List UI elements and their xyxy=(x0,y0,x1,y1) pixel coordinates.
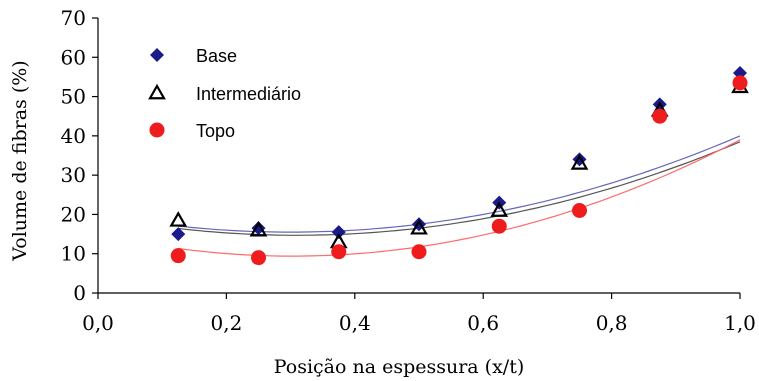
legend-entry-label: Intermediário xyxy=(196,84,301,104)
data-point xyxy=(171,227,186,242)
x-axis-label: Posição na espessura (x/t) xyxy=(274,356,525,378)
x-tick-label: 0,8 xyxy=(596,311,628,335)
data-point xyxy=(411,244,427,260)
data-point xyxy=(148,83,166,100)
y-tick-label: 10 xyxy=(61,242,86,266)
data-point xyxy=(149,122,165,138)
data-point xyxy=(249,220,268,237)
data-point xyxy=(251,250,266,266)
x-tick-label: 0,4 xyxy=(339,311,371,335)
legend-entry-label: Topo xyxy=(196,121,235,141)
data-point xyxy=(251,221,266,236)
x-tick-label: 0,0 xyxy=(82,311,114,335)
y-tick-label: 30 xyxy=(61,163,86,187)
axes: 0 10 20 30 40 50 60 70 0,0 0,2 0,4 0,6 0,8 1,0 xyxy=(61,6,756,335)
data-point xyxy=(410,218,428,235)
trendline xyxy=(178,141,741,236)
data-point xyxy=(331,244,347,260)
data-point xyxy=(490,201,509,217)
legend-entry-label: Base xyxy=(196,46,237,66)
x-tick-label: 0,6 xyxy=(467,311,499,335)
legend: Base Intermediário Topo xyxy=(148,46,301,141)
x-tick-label: 1,0 xyxy=(724,311,756,335)
y-tick-label: 0 xyxy=(73,281,86,305)
data-point xyxy=(570,154,589,170)
data-point xyxy=(732,75,748,91)
y-tick-label: 20 xyxy=(61,202,86,226)
x-tick-label: 0,2 xyxy=(210,311,242,335)
data-point xyxy=(170,248,186,264)
y-tick-label: 70 xyxy=(61,6,86,30)
trendlines xyxy=(178,135,741,257)
data-point xyxy=(652,108,668,124)
data-point xyxy=(491,218,507,234)
data-point xyxy=(169,211,188,227)
y-axis-label: Volume de fibras (%) xyxy=(9,60,31,261)
trendline xyxy=(178,139,741,257)
trendline xyxy=(178,135,741,233)
y-tick-label: 50 xyxy=(61,85,86,109)
data-point xyxy=(572,203,587,218)
y-tick-label: 40 xyxy=(61,124,86,148)
y-tick-label: 60 xyxy=(61,45,86,69)
data-markers xyxy=(169,66,749,266)
data-point xyxy=(150,48,164,62)
data-point xyxy=(331,225,346,240)
